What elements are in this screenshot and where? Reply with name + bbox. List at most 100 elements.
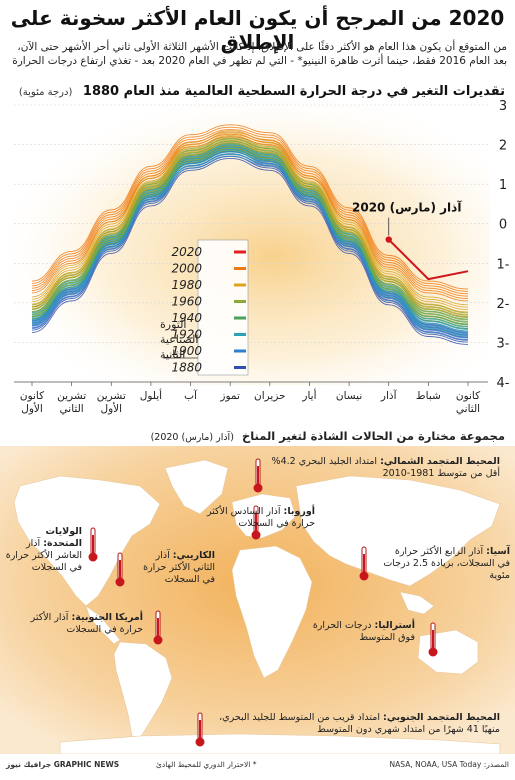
callout-region: أوروبا: — [283, 506, 315, 517]
annotation-industrial: الثورة — [160, 318, 187, 331]
x-tick-label: الأول — [100, 402, 122, 415]
y-tick-label: 2 — [499, 139, 507, 154]
series-line-1940 — [31, 150, 469, 330]
series-point-2020 — [385, 236, 392, 243]
callout-text: آذار الأكثر حرارة في السجلات — [30, 612, 143, 635]
callout-region: الولايات المتحدة: — [43, 526, 82, 549]
thermometer-icon — [428, 622, 438, 657]
chart-annotations: آذار (مارس) 2020 الثورة الصناعية الثانية — [160, 200, 462, 361]
thermometer-icon — [251, 505, 261, 540]
x-tick-label: كانون — [20, 390, 44, 402]
series-line-2020 — [388, 238, 469, 281]
series-line-1960 — [31, 145, 469, 323]
y-tick-label: -1 — [497, 257, 510, 272]
callout-asia: آسيا: آذار الرابع الأكثر حرارة في السجلا… — [380, 546, 510, 582]
x-tick-label: أيلول — [140, 388, 162, 402]
callout-text: آذار الثاني الأكثر حرارة في السجلات — [143, 550, 215, 585]
antarctica-shape — [59, 733, 501, 754]
series-line-2000 — [31, 131, 469, 297]
series-line-2000 — [31, 136, 469, 302]
footnote-text: * الاحترار الدوري للمحيط الهادئ — [156, 760, 257, 769]
asia-shape — [295, 475, 501, 587]
series-line-1960 — [31, 143, 469, 321]
europe-shape — [231, 493, 297, 539]
y-axis: 3 2 1 0 -1 -2 -3 -4 — [497, 100, 510, 391]
legend-label: 1920 — [171, 328, 202, 342]
chart-curves — [31, 124, 469, 345]
series-line-1900 — [31, 155, 469, 341]
series-line-1920 — [31, 154, 469, 337]
brand-logo: GRAPHIC NEWS جرافيك نيوز — [6, 760, 120, 769]
callout-text: امتداد قريب من المتوسط للجليد البحري، من… — [219, 712, 500, 735]
x-tick-label: نيسان — [336, 390, 362, 402]
legend-label: 2020 — [171, 245, 202, 259]
y-tick-label: -2 — [497, 297, 510, 312]
x-tick-label: آذار — [380, 389, 398, 402]
callout-region: أمريكا الجنوبية: — [71, 612, 143, 623]
callout-text: آذار العاشر الأكثر حرارة في السجلات — [5, 538, 82, 573]
series-line-1960 — [31, 138, 469, 316]
callout-region: آسيا: — [486, 546, 510, 557]
continents — [13, 459, 501, 754]
y-tick-label: 1 — [499, 178, 507, 193]
x-tick-label: الأول — [21, 402, 43, 415]
series-line-1960 — [31, 136, 469, 314]
map-subtitle: (آذار (مارس) 2020) — [150, 432, 234, 443]
chart-title-text: تقديرات التغير في درجة الحرارة السطحية ا… — [82, 84, 505, 99]
y-tick-label: -3 — [497, 336, 510, 351]
callout-europe: أوروبا: آذار السادس الأكثر حرارة في السج… — [205, 506, 315, 530]
x-tick-label: تشرين — [57, 390, 86, 402]
x-tick-label: كانون — [456, 390, 480, 402]
series-line-1980 — [31, 142, 469, 318]
footer: المصدر: NASA, NOAA, USA Today * الاحترار… — [6, 760, 509, 774]
series-line-2000 — [31, 126, 469, 292]
callout-region: المحيط المتجمد الشمالي: — [380, 456, 500, 467]
y-tick-label: 3 — [499, 100, 507, 114]
callout-text: درجات الحرارة فوق المتوسط — [312, 620, 415, 643]
callout-region: أستراليا: — [374, 620, 415, 631]
callout-caribbean: الكاريبي: آذار الثاني الأكثر حرارة في ال… — [131, 550, 215, 586]
thermometer-icon — [88, 527, 98, 562]
x-tick-label: شباط — [416, 390, 441, 402]
callout-south-america: أمريكا الجنوبية: آذار الأكثر حرارة في ال… — [5, 612, 143, 636]
map-title-text: مجموعة مختارة من الحالات الشاذة لتغير ال… — [241, 429, 505, 443]
world-map — [0, 446, 515, 754]
series-line-1980 — [31, 139, 469, 315]
series-line-1880 — [31, 155, 469, 343]
central-america-shape — [85, 605, 121, 645]
callout-usa: الولايات المتحدة: آذار العاشر الأكثر حرا… — [4, 526, 82, 574]
legend-label: 1980 — [171, 278, 202, 292]
north-america-shape — [13, 475, 161, 607]
annotation-industrial: الصناعية — [160, 333, 198, 346]
southeast-asia-shape — [399, 591, 435, 615]
source-text: المصدر: NASA, NOAA, USA Today — [389, 760, 509, 769]
callout-text: امتداد الجليد البحري 4.2% أقل من متوسط 1… — [271, 456, 500, 479]
intro-text: من المتوقع أن يكون هذا العام هو الأكثر د… — [12, 41, 507, 67]
thermometer-icon — [195, 712, 205, 747]
legend-label: 2000 — [171, 262, 202, 276]
x-tick-label: الثاني — [456, 403, 480, 415]
greenland-shape — [164, 459, 229, 515]
x-tick-label: أيار — [301, 388, 316, 402]
x-tick-label: تشرين — [97, 390, 126, 402]
callout-australia: أستراليا: درجات الحرارة فوق المتوسط — [305, 620, 415, 644]
thermometer-icon — [253, 458, 263, 493]
legend-label: 1880 — [171, 361, 202, 375]
callout-region: الكاريبي: — [172, 550, 215, 561]
series-line-2000 — [31, 129, 469, 295]
legend-label: 1900 — [171, 344, 202, 358]
series-line-2000 — [31, 133, 469, 299]
annotation-march-2020: آذار (مارس) 2020 — [352, 200, 462, 215]
callout-antarctic: المحيط المتجمد الجنوبي: امتداد قريب من ا… — [210, 712, 500, 736]
series-line-1880 — [31, 157, 469, 345]
callout-text: آذار السادس الأكثر حرارة في السجلات — [206, 506, 315, 529]
callout-region: المحيط المتجمد الجنوبي: — [383, 712, 500, 723]
series-line-1960 — [31, 148, 469, 326]
series-line-1920 — [31, 151, 469, 335]
chart-legend: 2020 2000 1980 1960 1940 1920 1900 1880 — [171, 239, 249, 376]
legend-label: 1940 — [171, 311, 202, 325]
thermometer-icon — [115, 552, 125, 587]
africa-shape — [231, 545, 313, 679]
map-title: مجموعة مختارة من الحالات الشاذة لتغير ال… — [151, 429, 505, 443]
